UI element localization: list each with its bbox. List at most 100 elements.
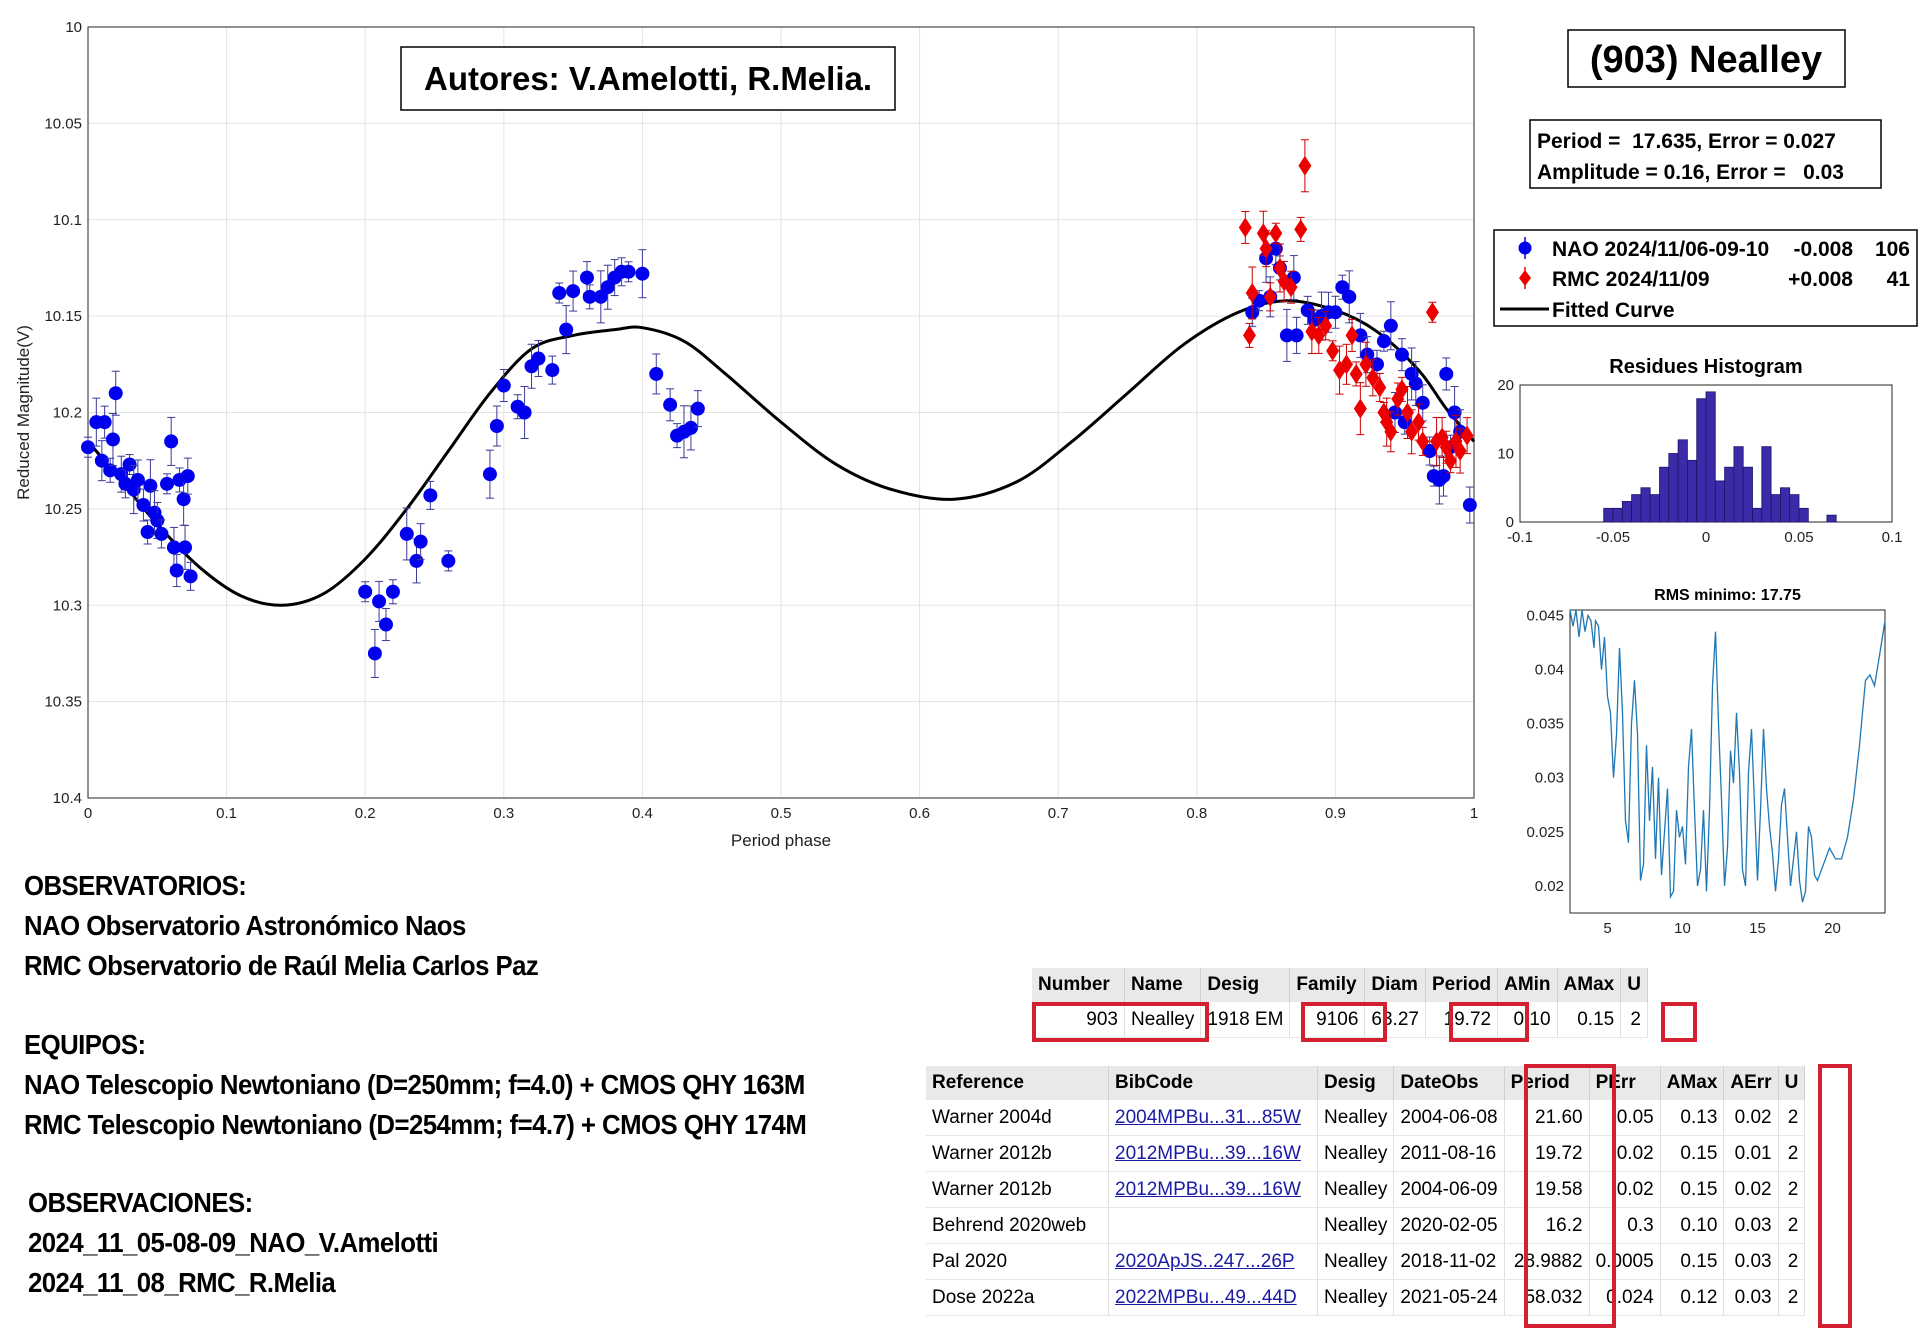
cell-reference: Warner 2012b [926, 1135, 1109, 1172]
marker [1400, 402, 1414, 423]
reference-row: Behrend 2020web Nealley 2020-02-05 16.2 0.3 0… [926, 1207, 1806, 1244]
hist-y-tick-label: 20 [1497, 377, 1514, 394]
marker [566, 284, 581, 299]
rmc-data-point [1460, 417, 1474, 455]
histogram-bar [1742, 466, 1753, 523]
nao-marker [1518, 241, 1532, 255]
marker [663, 397, 678, 412]
col-aerr: AErr [1723, 1066, 1779, 1100]
bibcode-link[interactable]: 2004MPBu...31...85W [1115, 1106, 1301, 1128]
cell-bibcode[interactable]: 2020ApJS..247...26P [1108, 1243, 1318, 1280]
cell-aerr: 0.02 [1723, 1171, 1779, 1208]
cell-perr: 0.05 [1589, 1100, 1661, 1136]
y-tick-label: 10.2 [53, 405, 82, 422]
cell-bibcode[interactable]: 2012MPBu...39...16W [1108, 1135, 1318, 1172]
nao-data-point [81, 436, 95, 458]
bibcode-link[interactable]: 2012MPBu...39...16W [1115, 1142, 1301, 1164]
observatorios-heading: OBSERVATORIOS: [24, 870, 247, 901]
marker [1263, 286, 1277, 307]
nao-data-point [183, 561, 198, 591]
nao-data-point [164, 416, 179, 466]
cell-dateobs: 2004-06-09 [1393, 1171, 1505, 1208]
legend-count-rmc: 41 [1887, 268, 1911, 291]
nao-data-point [496, 369, 511, 403]
marker [1462, 498, 1477, 513]
histogram-bar [1733, 446, 1744, 523]
marker [413, 534, 428, 549]
nao-data-point [1439, 357, 1454, 391]
nao-data-point [97, 405, 112, 439]
nao-data-point [423, 480, 438, 510]
cell-period: 21.60 [1504, 1100, 1590, 1136]
y-tick-label: 10.25 [44, 501, 82, 518]
cell-desig: Nealley [1317, 1135, 1395, 1172]
marker [1453, 441, 1467, 462]
cell-bibcode [1108, 1207, 1318, 1244]
cell-reference: Warner 2004d [926, 1100, 1109, 1136]
col-name: Name [1124, 968, 1202, 1002]
nao-data-point [482, 449, 497, 499]
y-axis-label: Reduced Magnitude(V) [14, 325, 33, 500]
cell-reference: Pal 2020 [926, 1243, 1109, 1280]
histogram-bar [1761, 446, 1772, 523]
col-amax: AMax [1557, 968, 1622, 1002]
cell-bibcode[interactable]: 2004MPBu...31...85W [1108, 1100, 1318, 1136]
x-tick-label: 0.8 [1186, 805, 1207, 822]
x-tick-label: 0.9 [1325, 805, 1346, 822]
histogram-title: Residues Histogram [1609, 356, 1802, 378]
x-tick-label: 1 [1470, 805, 1478, 822]
cell-desig: Nealley [1317, 1100, 1395, 1136]
x-tick-label: 0.4 [632, 805, 653, 822]
rms-title: RMS minimo: 17.75 [1654, 587, 1801, 604]
marker [94, 453, 109, 468]
marker [136, 498, 151, 513]
marker [130, 472, 145, 487]
x-tick-label: 0.5 [771, 805, 792, 822]
rmc-data-point [1349, 361, 1363, 387]
rms-y-tick-label: 0.04 [1535, 662, 1564, 679]
bibcode-link[interactable]: 2022MPBu...49...44D [1115, 1286, 1297, 1308]
nao-data-point [1328, 295, 1343, 329]
nao-data-point [178, 524, 193, 570]
rmc-data-point [1443, 448, 1457, 474]
nao-data-point [385, 579, 400, 605]
nao-data-point [579, 261, 594, 295]
marker [183, 569, 198, 584]
col-reference: Reference [926, 1066, 1109, 1100]
bibcode-link[interactable]: 2012MPBu...39...16W [1115, 1178, 1301, 1200]
cell-period: 19.72 [1425, 1002, 1499, 1038]
observaciones-block: OBSERVACIONES: 2024_11_05-08-09_NAO_V.Am… [28, 1183, 439, 1303]
rmc-data-point [1319, 311, 1333, 341]
marker [621, 264, 636, 279]
cell-perr: 0.02 [1589, 1171, 1661, 1208]
col-desig: Desig [1200, 968, 1291, 1002]
col-perr: PErr [1589, 1066, 1661, 1100]
nao-data-point [559, 305, 574, 355]
cell-perr: 0.3 [1589, 1207, 1661, 1244]
nao-data-point [367, 628, 382, 678]
nao-data-point [1383, 301, 1398, 351]
cell-name: Nealley [1124, 1002, 1202, 1038]
nao-data-point [1279, 308, 1294, 362]
reference-row: Warner 2012b 2012MPBu...39...16W Nealley 20… [926, 1171, 1806, 1208]
rmc-data-point [1294, 216, 1308, 242]
bibcode-link[interactable]: 2020ApJS..247...26P [1115, 1250, 1295, 1272]
rms-y-tick-label: 0.035 [1526, 716, 1564, 733]
observaciones-heading: OBSERVACIONES: [28, 1187, 253, 1218]
histogram-bar [1603, 507, 1614, 523]
nao-data-point [593, 270, 608, 324]
cell-bibcode[interactable]: 2012MPBu...39...16W [1108, 1171, 1318, 1208]
nao-data-point [531, 340, 546, 378]
cell-bibcode[interactable]: 2022MPBu...49...44D [1108, 1279, 1318, 1316]
cell-diam: 63.27 [1364, 1002, 1426, 1038]
nao-data-point [635, 249, 650, 299]
marker [154, 526, 169, 541]
histogram-bar [1780, 487, 1791, 523]
observacion-rmc: 2024_11_08_RMC_R.Melia [28, 1267, 336, 1298]
nao-data-point [1422, 436, 1437, 466]
y-tick-label: 10.4 [53, 790, 82, 807]
cell-reference: Behrend 2020web [926, 1207, 1109, 1244]
marker [1384, 421, 1398, 442]
marker [140, 525, 155, 540]
rmc-data-point [1353, 382, 1367, 436]
